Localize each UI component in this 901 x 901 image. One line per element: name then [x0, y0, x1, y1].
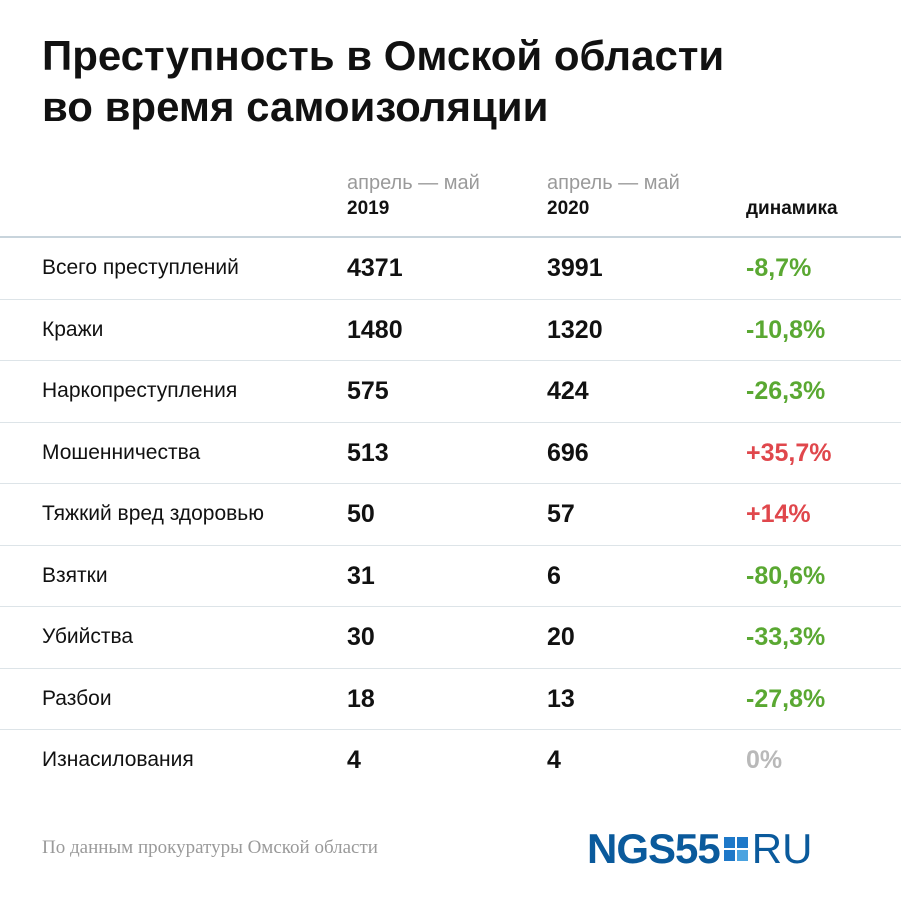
column-header-2019: апрель — май 2019 [347, 170, 480, 222]
dynamics-value: -33,3% [746, 623, 826, 651]
logo-text: NGS55 [587, 825, 721, 872]
source-note: По данным прокуратуры Омской области [42, 837, 378, 858]
value-2020: 424 [547, 377, 589, 405]
value-2020: 57 [547, 500, 575, 528]
row-label: Тяжкий вред здоровью [42, 502, 264, 525]
table-row: Убийства 30 20 -33,3% [0, 607, 901, 669]
value-2020: 4 [547, 746, 561, 774]
column-year: 2019 [347, 198, 390, 219]
title-line-2: во время самоизоляции [42, 83, 549, 130]
value-2020: 20 [547, 623, 575, 651]
dynamics-value: +14% [746, 500, 811, 528]
row-label: Кражи [42, 317, 104, 341]
squares-icon [723, 837, 748, 861]
row-label: Изнасилования [42, 748, 194, 771]
column-period: апрель — май [547, 172, 680, 194]
table-row: Наркопреступления 575 424 -26,3% [0, 361, 901, 423]
table-row: Тяжкий вред здоровью 50 57 +14% [0, 484, 901, 546]
value-2019: 513 [347, 438, 389, 467]
row-label: Разбои [42, 686, 112, 710]
table-row: Всего преступлений 4371 3991 -8,7% [0, 238, 901, 300]
row-label: Взятки [42, 563, 108, 587]
page-title: Преступность в Омской области во время с… [42, 30, 862, 132]
column-period: апрель — май [347, 172, 480, 194]
table-row: Мошенничества 513 696 +35,7% [0, 423, 901, 484]
value-2020: 1320 [547, 315, 603, 344]
row-label: Всего преступлений [42, 256, 239, 279]
dynamics-value: +35,7% [746, 438, 832, 467]
table-row: Кражи 1480 1320 -10,8% [0, 300, 901, 361]
table-row: Изнасилования 4 4 0% [0, 730, 901, 791]
value-2020: 696 [547, 438, 589, 467]
row-label: Наркопреступления [42, 379, 238, 402]
value-2019: 1480 [347, 315, 403, 344]
header-divider [0, 236, 901, 238]
ngs55-logo: NGS55 RU [587, 826, 812, 872]
table-row: Взятки 31 6 -80,6% [0, 546, 901, 607]
dynamics-value: -27,8% [746, 684, 826, 713]
value-2019: 4371 [347, 254, 403, 282]
dynamics-value: -10,8% [746, 315, 826, 344]
title-line-1: Преступность в Омской области [42, 32, 725, 79]
value-2020: 6 [547, 561, 561, 590]
value-2019: 30 [347, 623, 375, 651]
crime-table: Всего преступлений 4371 3991 -8,7% Кражи 1480… [0, 238, 901, 791]
value-2020: 13 [547, 684, 575, 713]
dynamics-value: -26,3% [746, 377, 826, 405]
table-row: Разбои 18 13 -27,8% [0, 669, 901, 730]
logo-domain: RU [751, 825, 813, 872]
value-2019: 31 [347, 561, 375, 590]
row-label: Убийства [42, 625, 134, 648]
dynamics-value: 0% [746, 746, 783, 774]
value-2020: 3991 [547, 254, 603, 282]
value-2019: 18 [347, 684, 375, 713]
value-2019: 575 [347, 377, 389, 405]
dynamics-value: -8,7% [746, 254, 812, 282]
column-year: 2020 [547, 198, 590, 219]
column-header-dynamics: динамика [746, 198, 838, 219]
row-label: Мошенничества [42, 440, 201, 464]
value-2019: 4 [347, 746, 361, 774]
value-2019: 50 [347, 500, 375, 528]
dynamics-value: -80,6% [746, 561, 826, 590]
column-header-2020: апрель — май 2020 [547, 170, 680, 222]
